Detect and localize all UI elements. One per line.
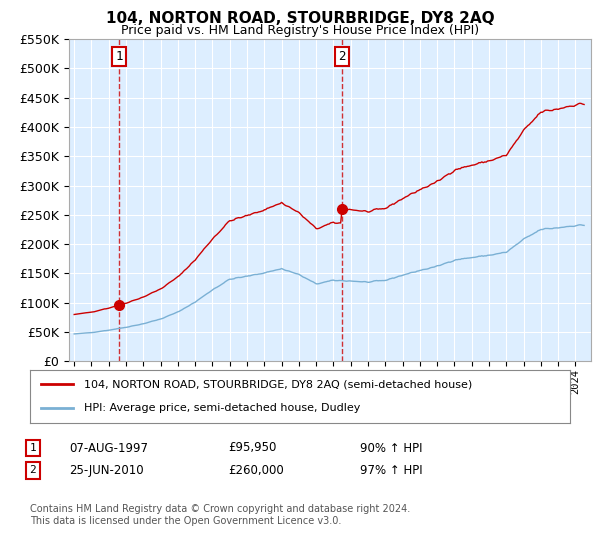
- Text: 1: 1: [115, 50, 123, 63]
- Text: 104, NORTON ROAD, STOURBRIDGE, DY8 2AQ: 104, NORTON ROAD, STOURBRIDGE, DY8 2AQ: [106, 11, 494, 26]
- Text: Price paid vs. HM Land Registry's House Price Index (HPI): Price paid vs. HM Land Registry's House …: [121, 24, 479, 36]
- Text: 25-JUN-2010: 25-JUN-2010: [69, 464, 143, 477]
- Text: 97% ↑ HPI: 97% ↑ HPI: [360, 464, 422, 477]
- Text: Contains HM Land Registry data © Crown copyright and database right 2024.
This d: Contains HM Land Registry data © Crown c…: [30, 505, 410, 526]
- Text: £95,950: £95,950: [228, 441, 277, 455]
- Text: £260,000: £260,000: [228, 464, 284, 477]
- Text: 104, NORTON ROAD, STOURBRIDGE, DY8 2AQ (semi-detached house): 104, NORTON ROAD, STOURBRIDGE, DY8 2AQ (…: [84, 380, 472, 390]
- Text: 90% ↑ HPI: 90% ↑ HPI: [360, 441, 422, 455]
- Text: 1: 1: [29, 443, 37, 453]
- Text: HPI: Average price, semi-detached house, Dudley: HPI: Average price, semi-detached house,…: [84, 403, 361, 413]
- Text: 2: 2: [29, 465, 37, 475]
- Text: 07-AUG-1997: 07-AUG-1997: [69, 441, 148, 455]
- Text: 2: 2: [338, 50, 346, 63]
